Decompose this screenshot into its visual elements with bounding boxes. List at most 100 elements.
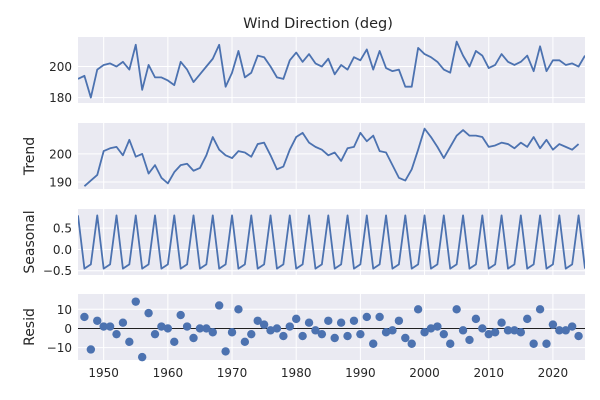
y-tick-label: 0.5: [53, 222, 72, 236]
resid-point: [381, 328, 391, 337]
resid-point: [234, 305, 243, 314]
seasonal-series-line: [78, 214, 585, 270]
resid-point: [439, 329, 449, 339]
resid-point: [548, 320, 558, 329]
trend-series-line: [83, 127, 580, 187]
resid-point: [118, 318, 128, 327]
x-tick-label: 2000: [409, 366, 440, 380]
resid-point: [413, 305, 423, 314]
x-tick-label: 2010: [473, 366, 504, 380]
resid-point: [388, 326, 397, 335]
resid-point: [420, 328, 429, 337]
resid-point: [182, 322, 192, 331]
resid-point: [272, 324, 282, 333]
seasonal-panel: −0.5 0.0 0.5 Seasonal: [22, 209, 585, 278]
resid-point: [279, 331, 288, 341]
y-tick-label: 0: [64, 322, 72, 336]
resid-point: [555, 326, 564, 335]
resid-point: [247, 329, 256, 339]
y-tick-label: 0.0: [53, 243, 72, 257]
resid-point: [349, 316, 359, 325]
x-tick-label: 1960: [153, 366, 184, 380]
resid-point: [484, 329, 493, 339]
resid-point: [510, 326, 519, 335]
resid-point: [259, 320, 269, 329]
resid-point: [131, 297, 140, 306]
plot-area: [78, 123, 585, 189]
resid-point: [137, 352, 147, 362]
y-tick-label: 180: [49, 91, 72, 105]
resid-point: [452, 305, 461, 314]
resid-point: [202, 324, 211, 333]
resid-point: [529, 339, 538, 348]
resid-point: [471, 314, 481, 324]
resid-point: [285, 322, 294, 331]
resid-point: [208, 328, 217, 337]
resid-point: [574, 331, 583, 341]
resid-point: [144, 308, 153, 318]
resid-point: [375, 312, 384, 322]
y-axis-title: Seasonal: [22, 210, 38, 273]
resid-point: [80, 312, 89, 322]
resid-point: [93, 316, 102, 325]
resid-point: [292, 314, 301, 324]
resid-point: [503, 326, 513, 335]
y-axis-title: Trend: [22, 137, 38, 176]
resid-point: [523, 314, 532, 324]
resid-point: [195, 324, 205, 333]
resid-point: [542, 339, 551, 348]
resid-point: [157, 322, 166, 331]
y-tick-label: 200: [49, 147, 72, 161]
resid-point: [478, 324, 487, 333]
resid-point: [266, 326, 275, 335]
resid-point: [311, 326, 320, 335]
resid-point: [150, 329, 160, 339]
resid-point: [336, 318, 346, 327]
resid-point: [304, 318, 314, 327]
resid-point: [343, 331, 352, 341]
resid-point: [362, 312, 371, 322]
x-tick-label: 1980: [281, 366, 312, 380]
resid-point: [99, 322, 108, 331]
resid-point: [86, 345, 96, 354]
resid-panel: −10 0 10 1950 1960 1970 1980 1990 2000 2010 2020 Re…: [22, 294, 585, 380]
resid-point: [324, 316, 333, 325]
observed-panel: 180 200: [49, 37, 585, 105]
y-tick-label: 190: [49, 175, 72, 189]
resid-point: [298, 331, 307, 341]
resid-point: [394, 316, 404, 325]
resid-point: [240, 337, 250, 347]
resid-point: [401, 333, 410, 343]
resid-point: [176, 310, 185, 320]
resid-point: [446, 339, 455, 348]
x-tick-label: 1970: [217, 366, 248, 380]
x-tick-label: 2020: [538, 366, 569, 380]
resid-point: [497, 318, 506, 327]
resid-point: [105, 322, 115, 331]
resid-point: [356, 329, 365, 339]
resid-point: [330, 333, 339, 343]
x-tick-label: 1950: [88, 366, 119, 380]
plot-area: [78, 37, 585, 103]
resid-point: [112, 329, 121, 339]
resid-point: [214, 301, 224, 310]
observed-series-line: [78, 40, 585, 99]
resid-point: [516, 328, 526, 337]
resid-point: [369, 339, 378, 348]
y-tick-label: 200: [49, 60, 72, 74]
y-axis-title: Resid: [22, 308, 38, 346]
resid-point: [458, 326, 468, 335]
resid-point: [535, 305, 545, 314]
resid-point: [465, 335, 474, 345]
resid-point: [433, 322, 442, 331]
resid-point: [189, 333, 198, 343]
y-tick-label: −10: [47, 341, 72, 355]
resid-point: [426, 324, 436, 333]
resid-point: [561, 326, 570, 335]
resid-point: [221, 347, 230, 356]
y-tick-label: 10: [57, 303, 72, 317]
resid-point: [163, 324, 173, 333]
resid-point: [125, 337, 134, 347]
resid-point: [317, 329, 327, 339]
